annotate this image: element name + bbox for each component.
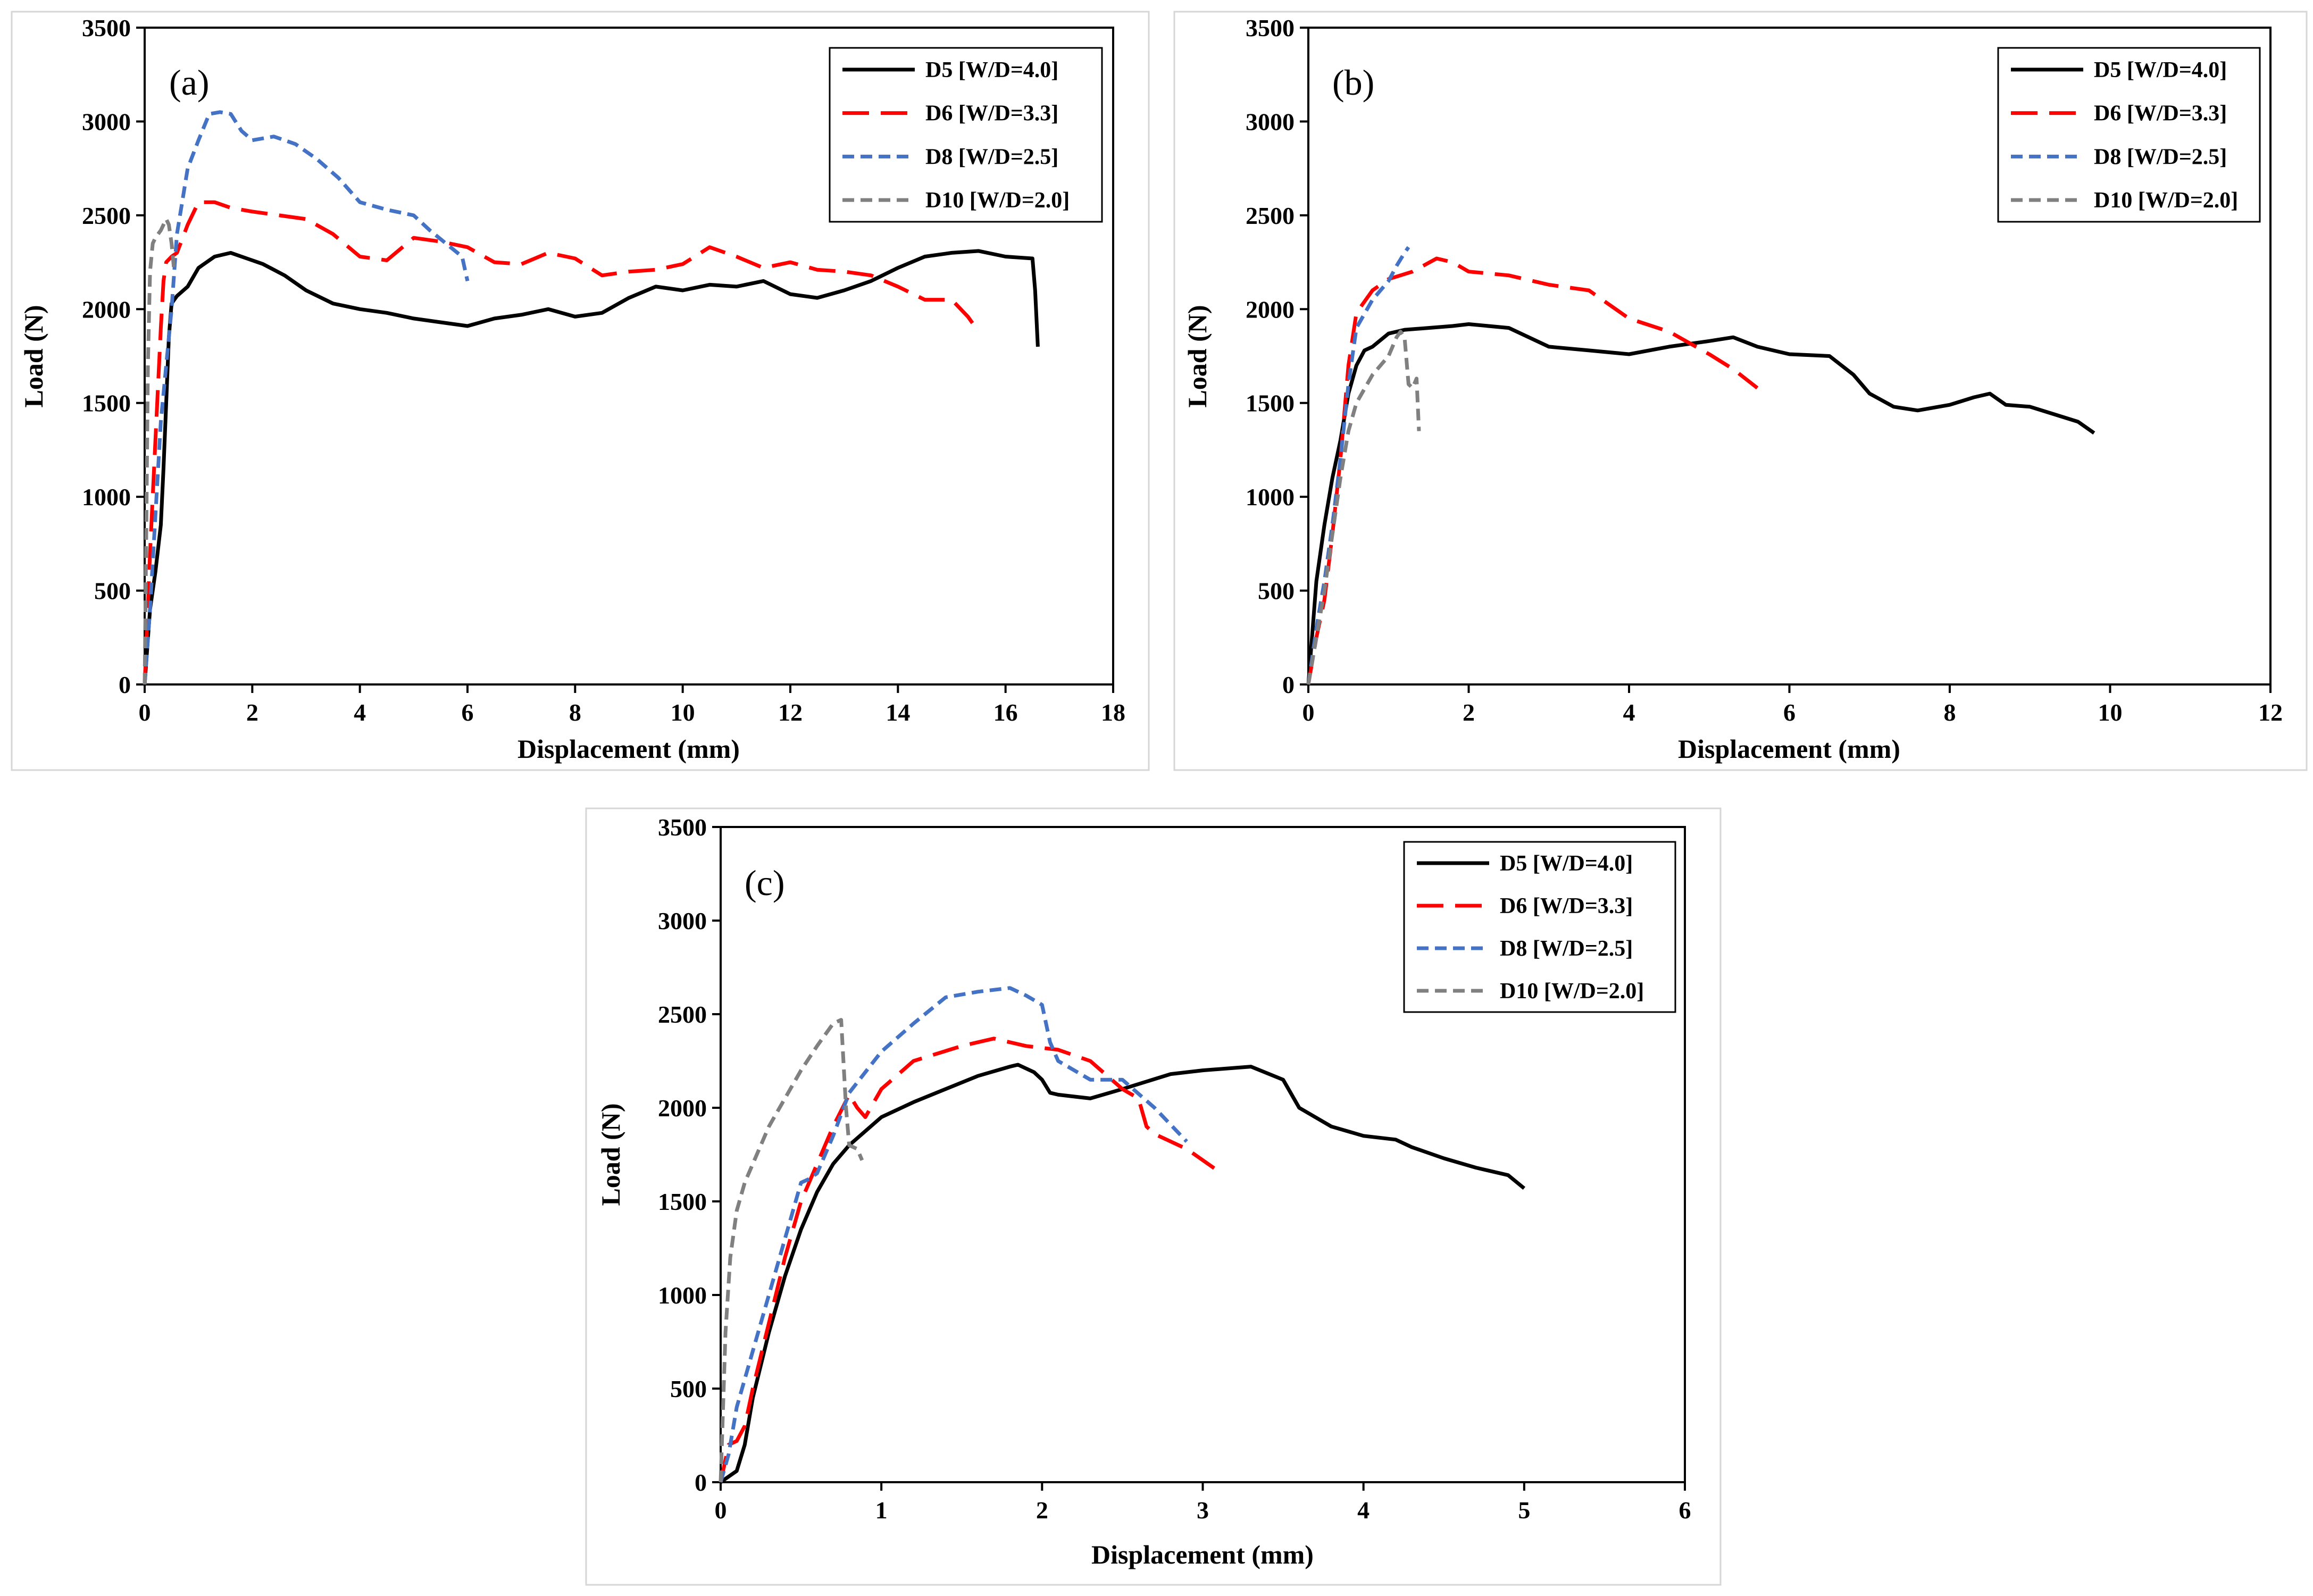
- x-axis-title: Displacement (mm): [1091, 1540, 1314, 1569]
- legend-box: [829, 47, 1103, 223]
- legend-label: D6 [W/D=3.3]: [2094, 102, 2227, 126]
- legend-label: D8 [W/D=2.5]: [1500, 937, 1633, 961]
- y-tick-label: 1500: [1246, 390, 1295, 417]
- y-tick-label: 2500: [82, 202, 131, 229]
- series-line-d8: [143, 110, 470, 685]
- y-tick-label: 2500: [1246, 202, 1295, 229]
- legend-box: [1997, 47, 2261, 223]
- y-tick-label: 1500: [658, 1188, 707, 1215]
- legend-label: D10 [W/D=2.0]: [2094, 188, 2238, 213]
- x-tick-label: 12: [2258, 699, 2283, 726]
- y-tick-label: 0: [119, 671, 131, 698]
- series-line-d10: [143, 217, 177, 685]
- y-tick-label: 1000: [1246, 483, 1295, 511]
- series-line-d10: [1306, 330, 1421, 685]
- x-tick-label: 8: [1944, 699, 1956, 726]
- legend: D5 [W/D=4.0] D6 [W/D=3.3] D8 [W/D=2.5] D10 …: [829, 47, 1103, 223]
- x-tick-label: 14: [886, 699, 910, 726]
- y-tick-label: 3500: [82, 14, 131, 41]
- x-tick-label: 16: [993, 699, 1018, 726]
- x-tick-label: 10: [2098, 699, 2123, 726]
- x-tick-label: 2: [246, 699, 258, 726]
- y-tick-label: 1000: [658, 1282, 707, 1309]
- series-line-d8: [719, 986, 1188, 1483]
- y-tick-label: 0: [695, 1469, 707, 1496]
- y-tick-label: 500: [670, 1375, 707, 1402]
- x-tick-label: 5: [1518, 1497, 1530, 1524]
- x-tick-label: 4: [1623, 699, 1635, 726]
- legend-label: D8 [W/D=2.5]: [925, 145, 1058, 169]
- x-tick-label: 3: [1197, 1497, 1209, 1524]
- legend-label: D6 [W/D=3.3]: [925, 102, 1058, 126]
- y-axis-title: Load (N): [19, 305, 48, 407]
- x-axis-title: Displacement (mm): [1678, 734, 1900, 764]
- y-tick-label: 3000: [658, 907, 707, 934]
- chart-panel-c: 0 1 2 3 4 5 6 0 500 1000 1500 2000 2500 3000 3500 Displ…: [585, 807, 1722, 1586]
- series-line-d5: [719, 1063, 1526, 1484]
- x-tick-label: 12: [778, 699, 803, 726]
- x-tick-label: 2: [1036, 1497, 1048, 1524]
- y-tick-label: 1500: [82, 390, 131, 417]
- y-tick-label: 3500: [1246, 14, 1295, 41]
- x-tick-label: 0: [139, 699, 151, 726]
- x-tick-label: 10: [671, 699, 695, 726]
- x-tick-label: 2: [1463, 699, 1475, 726]
- legend-label: D5 [W/D=4.0]: [2094, 58, 2227, 82]
- y-tick-label: 3000: [1246, 108, 1295, 135]
- legend-label: D6 [W/D=3.3]: [1500, 894, 1633, 918]
- x-tick-label: 0: [1302, 699, 1315, 726]
- y-tick-label: 2000: [1246, 296, 1295, 323]
- chart-panel-b: 0 2 4 6 8 10 12 0 500 1000 1500 2000 2500 3000 3500 Dis…: [1173, 11, 2308, 771]
- x-tick-label: 6: [462, 699, 474, 726]
- y-tick-label: 1000: [82, 483, 131, 511]
- panel-label: (a): [169, 62, 209, 103]
- x-tick-label: 8: [569, 699, 581, 726]
- x-tick-label: 18: [1101, 699, 1125, 726]
- series-line-d10: [719, 1018, 864, 1483]
- y-tick-label: 500: [1258, 578, 1295, 605]
- y-tick-label: 0: [1282, 671, 1295, 698]
- y-tick-label: 3500: [658, 814, 707, 841]
- legend-label: D5 [W/D=4.0]: [925, 58, 1058, 82]
- legend: D5 [W/D=4.0] D6 [W/D=3.3] D8 [W/D=2.5] D10 …: [1997, 47, 2261, 223]
- legend-label: D10 [W/D=2.0]: [925, 188, 1070, 213]
- x-axis-title: Displacement (mm): [517, 734, 740, 764]
- legend-label: D5 [W/D=4.0]: [1500, 851, 1633, 876]
- y-tick-label: 2000: [658, 1094, 707, 1122]
- legend-label: D10 [W/D=2.0]: [1500, 979, 1644, 1004]
- x-tick-label: 6: [1783, 699, 1796, 726]
- chart-panel-a: 0 2 4 6 8 10 12 14 16 18 0 500 1000 1500 2000 2500 3000 3…: [11, 11, 1150, 771]
- x-tick-label: 0: [715, 1497, 727, 1524]
- legend-label: D8 [W/D=2.5]: [2094, 145, 2227, 169]
- panel-label: (c): [745, 863, 784, 903]
- y-tick-label: 2500: [658, 1001, 707, 1028]
- plot-area: [144, 27, 1114, 686]
- x-tick-label: 6: [1679, 1497, 1691, 1524]
- y-tick-label: 500: [94, 578, 131, 605]
- y-axis-title: Load (N): [1182, 305, 1212, 407]
- y-axis-title: Load (N): [596, 1103, 625, 1206]
- series-line-d6: [1306, 256, 1759, 685]
- y-tick-label: 2000: [82, 296, 131, 323]
- panel-label: (b): [1332, 62, 1374, 103]
- y-tick-label: 3000: [82, 108, 131, 135]
- legend-box: [1403, 841, 1676, 1013]
- series-line-d5: [1306, 322, 2095, 685]
- x-tick-label: 4: [354, 699, 366, 726]
- x-tick-label: 1: [875, 1497, 888, 1524]
- x-tick-label: 4: [1357, 1497, 1370, 1524]
- legend: D5 [W/D=4.0] D6 [W/D=3.3] D8 [W/D=2.5] D10 …: [1403, 841, 1676, 1013]
- series-line-d6: [143, 200, 980, 685]
